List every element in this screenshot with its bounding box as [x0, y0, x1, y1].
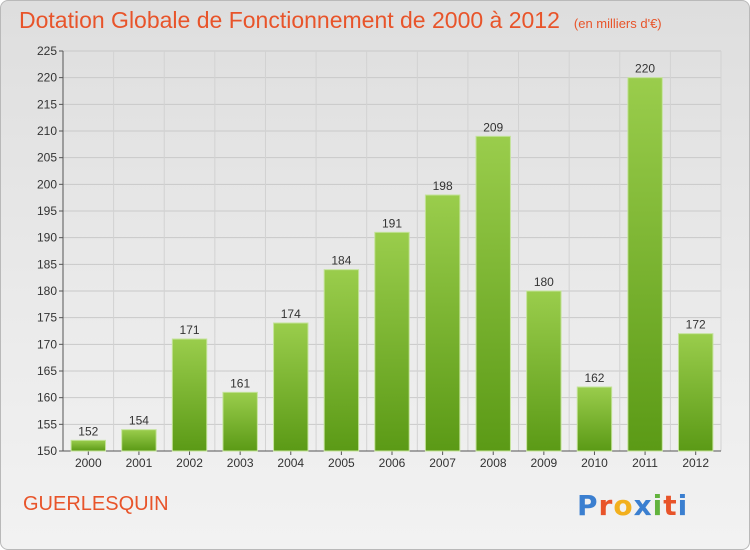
data-label: 174 [281, 307, 301, 321]
bar [677, 333, 714, 452]
data-label: 172 [686, 318, 706, 332]
bar [627, 77, 663, 452]
bars [70, 77, 714, 452]
bar [171, 338, 208, 452]
y-tick-label: 175 [37, 311, 57, 325]
x-tick-label: 2006 [379, 456, 406, 470]
data-labels: 152 154 171 161 174 184 191 198 209 180 162 220 172 [78, 62, 706, 439]
data-label: 180 [534, 275, 554, 289]
chart-title: Dotation Globale de Fonctionnement de 20… [19, 7, 662, 34]
y-tick-label: 225 [37, 44, 57, 58]
logo-letter: i [652, 489, 664, 522]
x-tick-label: 2008 [480, 456, 507, 470]
y-tick-label: 165 [37, 364, 57, 378]
y-tick-label: 195 [37, 204, 57, 218]
y-tick-label: 205 [37, 151, 57, 165]
logo-letter: P [577, 489, 599, 522]
y-tick-label: 215 [37, 97, 57, 111]
x-tick-label: 2010 [581, 456, 608, 470]
x-tick-label: 2000 [75, 456, 102, 470]
x-tick-label: 2004 [277, 456, 304, 470]
y-tick-label: 190 [37, 231, 57, 245]
data-label: 184 [331, 254, 351, 268]
logo-letter: t [663, 489, 678, 522]
bar [475, 135, 511, 452]
logo-letter: o [613, 489, 634, 522]
y-tick-label: 180 [37, 284, 57, 298]
data-label: 191 [382, 216, 402, 230]
y-tick-label: 220 [37, 71, 57, 85]
chart-title-text: Dotation Globale de Fonctionnement de 20… [19, 7, 560, 33]
bar [374, 231, 410, 452]
y-tick-label: 155 [37, 417, 57, 431]
bar [121, 429, 157, 452]
chart-subtitle: (en milliers d'€) [573, 16, 662, 31]
commune-name: GUERLESQUIN [23, 493, 169, 515]
bar [424, 194, 461, 452]
x-tick-label: 2009 [530, 456, 557, 470]
x-tick-label: 2007 [429, 456, 456, 470]
data-label: 220 [635, 62, 655, 76]
bar [222, 391, 258, 452]
x-tick-label: 2012 [682, 456, 709, 470]
y-tick-label: 200 [37, 177, 57, 191]
x-tick-label: 2011 [632, 456, 658, 470]
y-tick-label: 150 [37, 444, 57, 458]
data-label: 162 [584, 371, 604, 385]
data-label: 154 [129, 414, 149, 428]
logo-letter: x [633, 489, 653, 522]
y-tick-label: 170 [37, 337, 57, 351]
bar [576, 386, 613, 452]
logo-letter: r [598, 489, 614, 522]
y-tick-label: 210 [37, 124, 57, 138]
data-label: 209 [483, 120, 503, 134]
bar [70, 439, 107, 452]
logo-letter: i [677, 489, 689, 522]
proxiti-logo[interactable]: Proxiti [577, 489, 688, 522]
x-tick-label: 2003 [227, 456, 254, 470]
data-label: 152 [78, 424, 98, 438]
data-label: 161 [230, 376, 250, 390]
axes: 150 155 160 165 170 175 180 185 190 195 200 205 210 2… [37, 44, 721, 470]
bar [273, 322, 309, 452]
y-tick-label: 160 [37, 391, 57, 405]
x-tick-label: 2005 [328, 456, 355, 470]
data-label: 198 [433, 179, 453, 193]
bar [323, 269, 360, 452]
data-label: 171 [180, 323, 200, 337]
x-tick-label: 2002 [176, 456, 203, 470]
y-tick-label: 185 [37, 257, 57, 271]
bar [526, 290, 562, 452]
x-tick-label: 2001 [126, 456, 153, 470]
